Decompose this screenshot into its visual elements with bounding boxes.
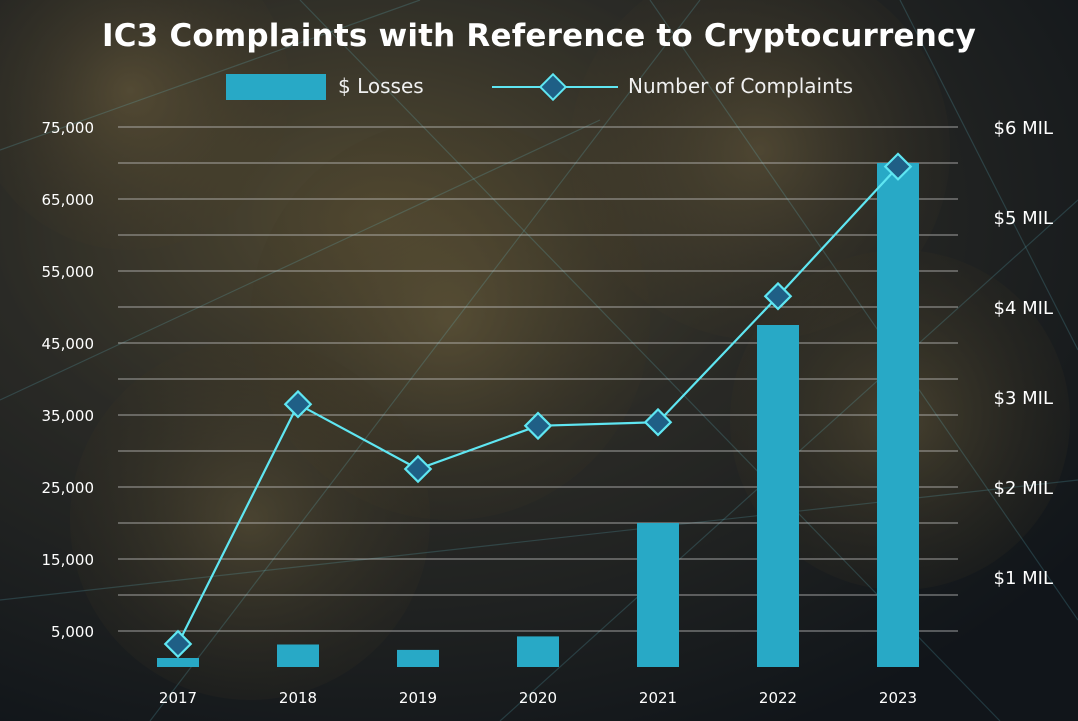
x-tick-label: 2018 bbox=[279, 689, 317, 707]
y-left-tick-label: 5,000 bbox=[51, 623, 94, 641]
x-tick-label: 2022 bbox=[759, 689, 797, 707]
y-right-tick-label: $3 MIL bbox=[994, 388, 1054, 409]
chart-title: IC3 Complaints with Reference to Cryptoc… bbox=[102, 18, 976, 54]
legend-complaints-label: Number of Complaints bbox=[628, 74, 854, 98]
y-right-tick-label: $5 MIL bbox=[994, 208, 1054, 229]
x-tick-label: 2019 bbox=[399, 689, 437, 707]
y-left-tick-label: 15,000 bbox=[42, 551, 95, 569]
legend-complaints-swatch bbox=[492, 72, 618, 102]
chart-legend: $ Losses Number of Complaints bbox=[0, 72, 1078, 102]
y-right-tick-label: $4 MIL bbox=[994, 298, 1054, 319]
marker-complaints-2017 bbox=[163, 629, 193, 659]
y-right-tick-label: $6 MIL bbox=[994, 118, 1054, 139]
x-tick-label: 2021 bbox=[639, 689, 677, 707]
bar-losses-2018 bbox=[277, 644, 319, 667]
marker-complaints-2020 bbox=[523, 411, 553, 441]
marker-complaints-2019 bbox=[403, 454, 433, 484]
bar-losses-2022 bbox=[757, 325, 799, 667]
bar-losses-2019 bbox=[397, 649, 439, 667]
x-tick-label: 2017 bbox=[159, 689, 197, 707]
y-right-tick-label: $2 MIL bbox=[994, 478, 1054, 499]
x-tick-label: 2023 bbox=[879, 689, 917, 707]
bar-losses-2020 bbox=[517, 636, 559, 667]
marker-complaints-2021 bbox=[643, 407, 673, 437]
bar-losses-2023 bbox=[877, 163, 919, 667]
y-left-tick-label: 25,000 bbox=[42, 479, 95, 497]
legend-losses-label: $ Losses bbox=[338, 74, 424, 98]
bar-losses-2017 bbox=[157, 658, 199, 667]
y-left-tick-label: 35,000 bbox=[42, 407, 95, 425]
marker-complaints-2018 bbox=[283, 389, 313, 419]
x-tick-label: 2020 bbox=[519, 689, 557, 707]
bar-losses-2021 bbox=[637, 523, 679, 667]
y-left-tick-label: 65,000 bbox=[42, 191, 95, 209]
marker-complaints-2022 bbox=[763, 281, 793, 311]
y-left-tick-label: 45,000 bbox=[42, 335, 95, 353]
y-left-tick-label: 75,000 bbox=[42, 119, 95, 137]
marker-complaints-2023 bbox=[883, 152, 913, 181]
legend-losses-swatch bbox=[226, 74, 326, 100]
y-left-tick-label: 55,000 bbox=[42, 263, 95, 281]
y-right-tick-label: $1 MIL bbox=[994, 568, 1054, 589]
